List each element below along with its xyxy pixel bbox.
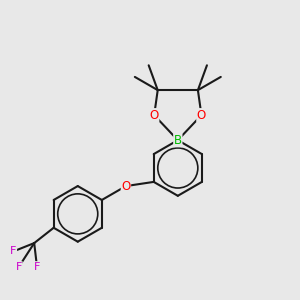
- Text: O: O: [197, 109, 206, 122]
- Text: F: F: [10, 246, 16, 256]
- Text: O: O: [121, 180, 130, 193]
- Text: F: F: [34, 262, 40, 272]
- Text: F: F: [16, 262, 22, 272]
- Text: O: O: [149, 109, 159, 122]
- Text: B: B: [174, 134, 182, 147]
